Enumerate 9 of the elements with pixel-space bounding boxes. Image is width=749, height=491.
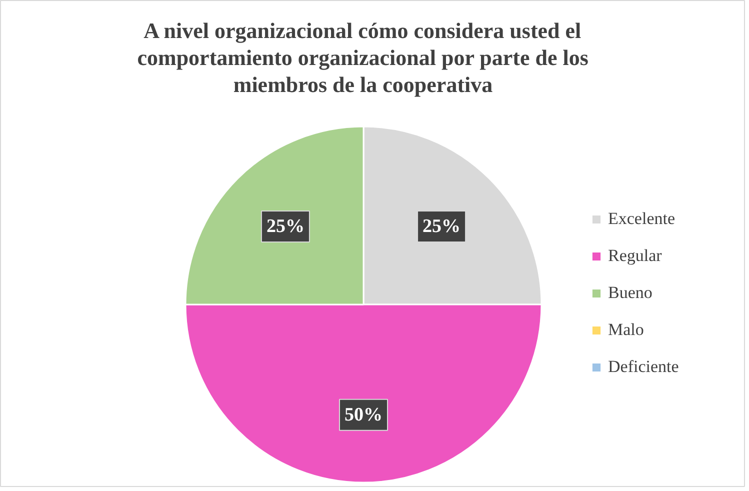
legend-label: Malo xyxy=(608,320,644,340)
legend-label: Deficiente xyxy=(608,357,679,377)
data-label: 25% xyxy=(266,216,304,237)
legend-label: Bueno xyxy=(608,283,652,303)
legend-label: Excelente xyxy=(608,209,676,229)
data-label: 50% xyxy=(344,404,382,426)
chart-title: A nivel organizacional cómo considera usted el comportamiento organizacional por parte de los miembros de la cooperativa xyxy=(137,18,589,97)
data-label: 25% xyxy=(422,216,461,237)
legend-label: Regular xyxy=(608,246,662,266)
